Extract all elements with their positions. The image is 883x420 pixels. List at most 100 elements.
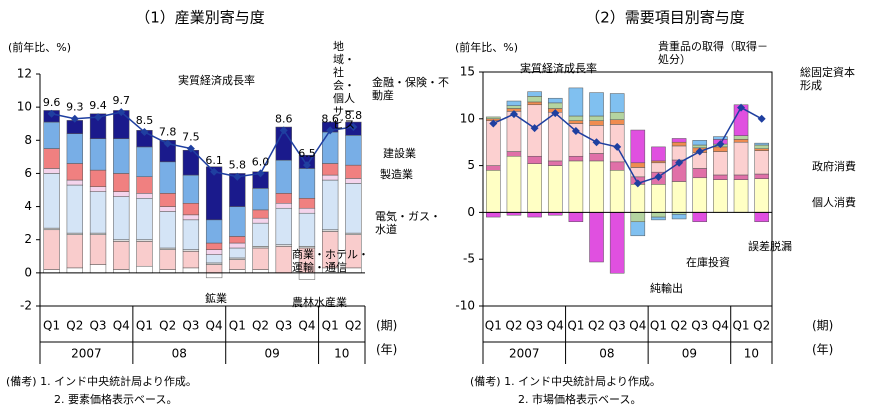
bar-segment (630, 212, 646, 223)
bar-segment (754, 150, 769, 175)
data-label: 8.6 (321, 112, 339, 125)
bar-segment (609, 212, 625, 274)
data-label: 8.6 (275, 112, 293, 125)
bar-segment (609, 111, 625, 120)
bar-segment (754, 212, 769, 223)
bar-segment (66, 179, 83, 186)
bar-segment (527, 163, 542, 213)
bar-segment (136, 193, 153, 199)
bar-segment (298, 168, 316, 199)
bar-segment (547, 165, 563, 213)
x-tick-label: Q4 (629, 319, 646, 333)
bar-segment (252, 209, 269, 219)
bar-segment (754, 148, 769, 151)
series-label: 誤差脱漏 (748, 240, 792, 253)
y-tick-label: 0 (24, 265, 32, 279)
bar-segment (205, 249, 223, 255)
growth-marker (279, 126, 288, 135)
data-label: 5.8 (229, 159, 247, 172)
bar-segment (113, 138, 130, 174)
series-label: 貴重品の取得（取得－処分） (658, 40, 768, 66)
bar-segment (651, 212, 666, 218)
bar-segment (713, 179, 728, 213)
bar-segment (733, 141, 749, 176)
bar-segment (159, 211, 176, 249)
series-label: 商業・ホテル・運輸・通信 (292, 248, 369, 274)
bar-segment (713, 151, 728, 176)
bar-segment (43, 148, 60, 169)
bar-segment (66, 267, 83, 274)
bar-segment (630, 221, 646, 237)
x-tick-label: Q3 (275, 319, 292, 333)
bar-segment (506, 100, 522, 106)
bar-segment (229, 236, 246, 244)
bar-segment (568, 155, 584, 162)
growth-marker (163, 139, 172, 148)
series-label: 電気・ガス・水道 (375, 210, 441, 236)
x-tick-label: Q1 (43, 319, 60, 333)
data-label: 9.6 (43, 96, 61, 109)
bar-segment (229, 242, 246, 249)
series-label: 在庫投資 (686, 256, 730, 269)
data-label: 9.4 (89, 99, 107, 112)
x-tick-label: Q2 (753, 319, 770, 333)
x-tick-label: Q4 (712, 319, 729, 333)
x-tick-label: Q4 (547, 319, 564, 333)
bar-segment (506, 105, 522, 109)
bar-segment (754, 173, 769, 179)
growth-marker (737, 103, 746, 112)
growth-marker (117, 108, 126, 117)
x-tick-label: Q2 (159, 319, 176, 333)
bar-segment (136, 146, 153, 177)
bar-segment (547, 111, 563, 162)
bar-segment (252, 247, 269, 270)
series-label: 政府消費 (812, 160, 856, 173)
bar-segment (205, 272, 223, 279)
x-tick-label: Q4 (206, 319, 223, 333)
y-tick-label: -10 (455, 299, 475, 313)
bar-segment (589, 120, 604, 126)
x-tick-label: Q1 (567, 319, 584, 333)
bar-segment (322, 163, 339, 176)
bar-segment (159, 206, 176, 212)
y-tick-label: 5 (467, 158, 475, 172)
bar-segment (527, 96, 542, 103)
bar-segment (692, 212, 708, 223)
bar-segment (630, 184, 646, 213)
bar-segment (182, 203, 200, 216)
group-axis-label: (年) (376, 343, 397, 357)
series-label: 製造業 (380, 168, 413, 181)
x-tick-label: Q1 (732, 319, 749, 333)
x-axis-label: (期) (812, 319, 833, 333)
bar-segment (113, 241, 130, 270)
bar-segment (159, 249, 176, 270)
bar-segment (89, 186, 107, 192)
bar-segment (651, 160, 666, 164)
bar-segment (182, 267, 200, 274)
bar-segment (322, 179, 339, 231)
growth-marker (571, 126, 580, 135)
bar-segment (589, 212, 604, 263)
x-tick-label: Q1 (485, 319, 502, 333)
growth-marker (140, 128, 149, 136)
y-tick-label: 10 (460, 111, 475, 125)
data-label: 9.3 (66, 101, 84, 114)
series-label: 金融・保険・不動産 (372, 76, 449, 102)
group-axis-label: (年) (812, 343, 833, 357)
growth-marker (530, 124, 539, 133)
chart-title: （1）産業別寄与度 (135, 9, 265, 27)
bar-segment (713, 136, 728, 140)
x-tick-label: Q3 (609, 319, 626, 333)
x-tick-label: Q3 (182, 319, 199, 333)
bar-segment (506, 155, 522, 213)
growth-marker (302, 161, 311, 170)
x-tick-label: Q3 (691, 319, 708, 333)
data-label: 8.8 (345, 109, 363, 122)
x-group-label: 08 (599, 347, 614, 361)
series-label: 総固定資本形成 (800, 66, 855, 92)
x-tick-label: Q1 (650, 319, 667, 333)
bar-segment (671, 145, 687, 161)
bar-segment (733, 139, 749, 143)
data-label: 7.8 (159, 126, 177, 139)
